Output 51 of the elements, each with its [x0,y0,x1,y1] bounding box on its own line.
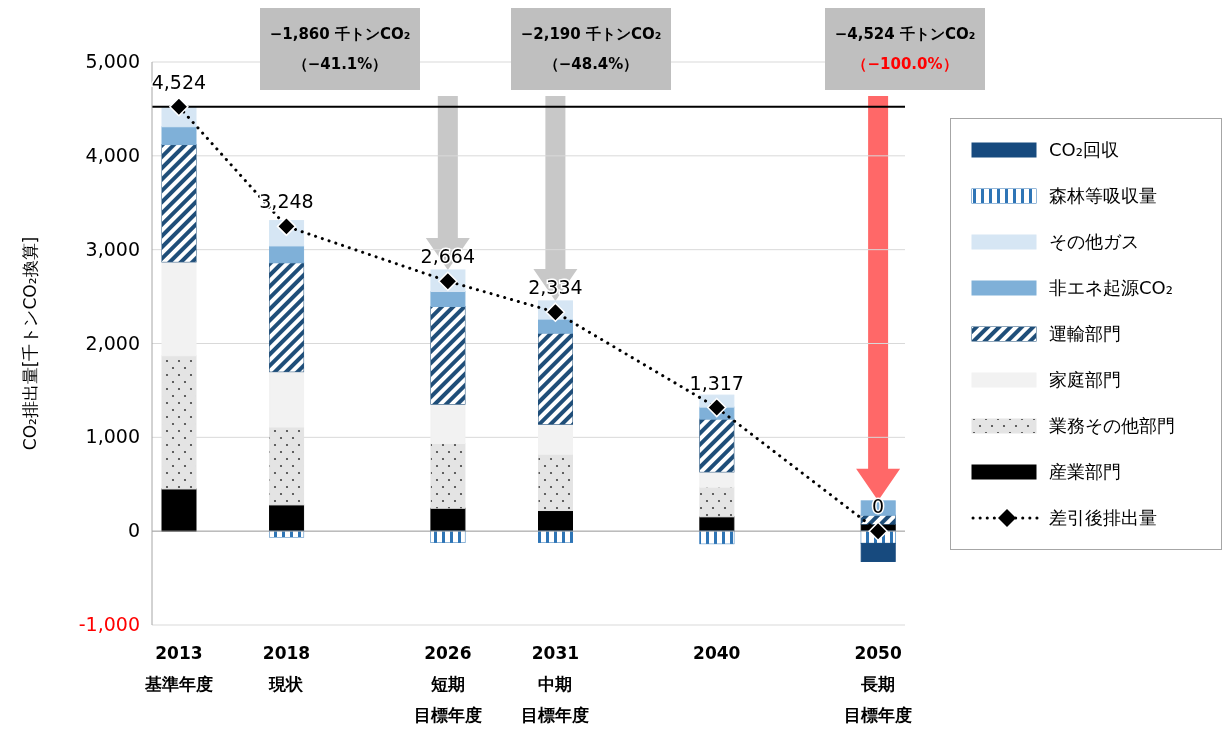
data-label: 3,248 [259,190,314,213]
bar [538,510,573,532]
y-tick-label: 0 [127,519,140,542]
legend-label: 差引後排出量 [1049,506,1157,530]
bar [430,507,466,532]
point [868,521,888,541]
bar [430,403,466,445]
point [169,96,189,117]
annotation: −1,860 千トンCO₂ （−41.1%） [269,24,411,75]
y-axis-title: CO₂排出量[千トンCO₂換算] [20,236,41,451]
bar [269,245,305,264]
x-tick-label: 2050 長期目標年度 [844,643,913,725]
legend-label: 森林等吸収量 [1049,184,1157,208]
legend-label: その他ガス [1049,230,1139,254]
legend-label: 非エネ起源CO₂ [1049,276,1173,300]
x-tick-label: 2040 [693,643,741,663]
y-tick-label: 3,000 [85,237,140,260]
point [545,302,566,322]
data-label: 1,317 [689,371,744,394]
legend-label: 運輸部門 [1049,322,1121,346]
point [707,397,727,418]
y-tick-label: -1,000 [78,613,140,635]
bar [269,371,305,428]
legend-label: 産業部門 [1049,460,1121,484]
x-tick-label: 2018 現状 [262,643,311,694]
bar [161,261,197,357]
data-label: 0 [872,495,885,518]
data-label: 4,524 [151,70,207,93]
y-tick-label: 4,000 [85,143,140,166]
x-tick-label: 2013 基準年度 [143,643,213,694]
bar [161,126,197,146]
y-tick-label: 5,000 [85,50,140,72]
bar [430,291,466,308]
x-tick-label: 2026 短期目標年度 [413,643,482,725]
y-tick-label: 1,000 [85,425,140,448]
bar [699,516,735,532]
bar [161,488,197,532]
legend-label: 業務その他部門 [1049,414,1175,438]
bar [860,542,896,562]
data-label: 2,334 [528,276,583,299]
bar [538,318,573,334]
y-tick-label: 2,000 [85,331,140,354]
legend-label: CO₂回収 [1049,138,1119,162]
bar [538,423,573,455]
annotation: −4,524 千トンCO₂ （−100.0%） [834,24,976,75]
bar [699,471,735,488]
bar [269,504,305,532]
legend-label: 家庭部門 [1049,368,1121,392]
data-label: 2,664 [420,245,476,268]
x-tick-label: 2031 中期目標年度 [521,643,590,725]
annotation: −2,190 千トンCO₂ （−48.4%） [520,24,662,75]
